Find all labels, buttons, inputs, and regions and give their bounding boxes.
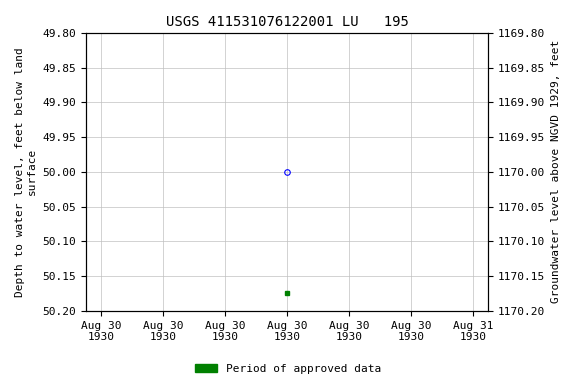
Y-axis label: Depth to water level, feet below land
surface: Depth to water level, feet below land su… <box>15 47 37 297</box>
Legend: Period of approved data: Period of approved data <box>191 359 385 379</box>
Y-axis label: Groundwater level above NGVD 1929, feet: Groundwater level above NGVD 1929, feet <box>551 40 561 303</box>
Title: USGS 411531076122001 LU   195: USGS 411531076122001 LU 195 <box>166 15 408 29</box>
